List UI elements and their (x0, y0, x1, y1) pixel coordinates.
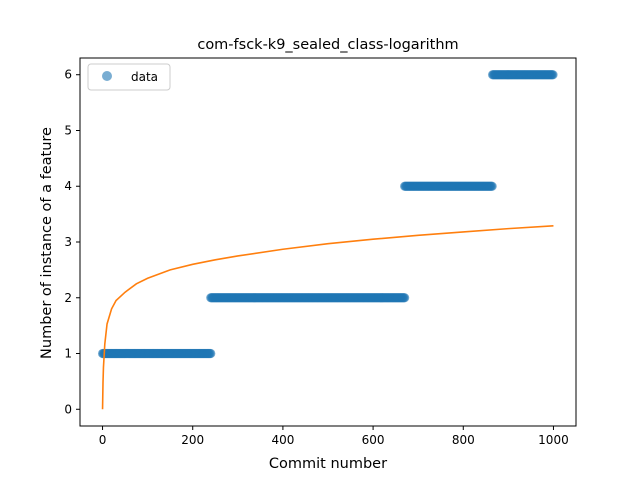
data-point (206, 349, 215, 358)
legend-label-data: data (131, 70, 158, 84)
y-tick-label: 6 (64, 68, 72, 82)
y-tick-label: 3 (64, 235, 72, 249)
y-tick-label: 1 (64, 347, 72, 361)
legend: data (88, 64, 170, 90)
chart-title: com-fsck-k9_sealed_class-logarithm (197, 37, 458, 53)
y-tick-label: 0 (64, 402, 72, 416)
x-tick-label: 800 (452, 433, 475, 447)
x-tick-label: 200 (181, 433, 204, 447)
y-tick-label: 4 (64, 179, 72, 193)
x-tick-label: 1000 (538, 433, 569, 447)
data-point (548, 70, 557, 79)
data-point (488, 182, 497, 191)
legend-marker-data (102, 71, 112, 81)
y-tick-label: 5 (64, 123, 72, 137)
x-tick-label: 0 (99, 433, 107, 447)
x-tick-label: 600 (362, 433, 385, 447)
x-tick-label: 400 (271, 433, 294, 447)
y-axis-label: Number of instance of a feature (39, 127, 55, 359)
x-axis-label: Commit number (269, 456, 387, 472)
y-tick-label: 2 (64, 291, 72, 305)
data-point (400, 293, 409, 302)
